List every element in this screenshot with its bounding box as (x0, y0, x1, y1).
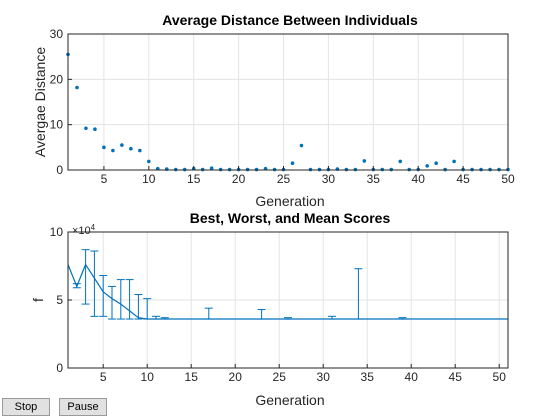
distance-point (362, 159, 367, 163)
distance-point (299, 143, 304, 148)
x-tick-label: 45 (456, 172, 470, 186)
scores-plot-series (67, 249, 508, 320)
x-tick-label: 50 (493, 370, 507, 384)
x-tick-label: 35 (367, 172, 381, 186)
distance-point (93, 127, 97, 131)
distance-point (129, 146, 133, 151)
x-tick-label: 40 (412, 172, 426, 186)
distance-plot-ylabel: Avergae Distance (32, 47, 48, 157)
x-tick-label: 20 (229, 370, 243, 384)
distance-plot-title: Average Distance Between Individuals (162, 12, 418, 28)
x-tick-label: 5 (100, 370, 107, 384)
distance-point (75, 85, 79, 90)
x-tick-label: 35 (361, 370, 375, 384)
x-tick-label: 10 (141, 370, 155, 384)
y-tick-label: 5 (56, 293, 63, 307)
y-tick-label: 20 (50, 72, 64, 86)
distance-point (84, 126, 88, 131)
y-tick-label: 0 (56, 361, 63, 375)
x-tick-label: 10 (142, 172, 156, 186)
distance-point (147, 159, 151, 164)
scores-plot-xlabel: Generation (255, 392, 324, 408)
distance-plot-xlabel: Generation (255, 193, 324, 209)
x-tick-label: 40 (405, 370, 419, 384)
x-tick-label: 15 (185, 370, 199, 384)
x-tick-label: 20 (232, 172, 246, 186)
distance-point (209, 166, 214, 170)
x-tick-label: 50 (501, 172, 515, 186)
scores-plot-ticks: 5 10 15 20 25 30 35 40 45 50 0 5 10 (50, 225, 507, 384)
x-tick-label: 15 (187, 172, 201, 186)
distance-point (111, 148, 115, 153)
x-tick-label: 25 (273, 370, 287, 384)
distance-plot-area (68, 34, 508, 170)
distance-plot-ticks: 5 10 15 20 25 30 35 40 45 50 0 10 20 30 (50, 27, 515, 186)
y-tick-label: 10 (50, 225, 64, 239)
distance-point (398, 159, 403, 164)
stop-button[interactable]: Stop (2, 398, 50, 416)
distance-point (138, 148, 142, 153)
x-tick-label: 30 (317, 370, 331, 384)
x-tick-label: 30 (322, 172, 336, 186)
x-tick-label: 25 (277, 172, 291, 186)
distance-plot: 5 10 15 20 25 30 35 40 45 50 0 10 20 30 Average Dista… (32, 12, 515, 209)
pause-button[interactable]: Pause (59, 398, 107, 416)
distance-point (120, 143, 124, 147)
scores-plot-ylabel: f (30, 298, 46, 302)
distance-point (290, 161, 295, 165)
distance-point (434, 161, 438, 165)
distance-point (102, 145, 106, 150)
y-tick-label: 0 (56, 163, 63, 177)
distance-point (452, 159, 456, 164)
distance-plot-frame (67, 33, 509, 171)
x-tick-label: 45 (449, 370, 463, 384)
scores-plot-title: Best, Worst, and Mean Scores (190, 210, 391, 226)
distance-point (425, 164, 429, 168)
scores-plot-exponent: ×104 (72, 223, 96, 237)
x-tick-label: 5 (101, 172, 108, 186)
scores-plot: 5 10 15 20 25 30 35 40 45 50 0 5 10 Best, Worst, and… (30, 210, 509, 408)
y-tick-label: 10 (50, 118, 64, 132)
y-tick-label: 30 (50, 27, 64, 41)
